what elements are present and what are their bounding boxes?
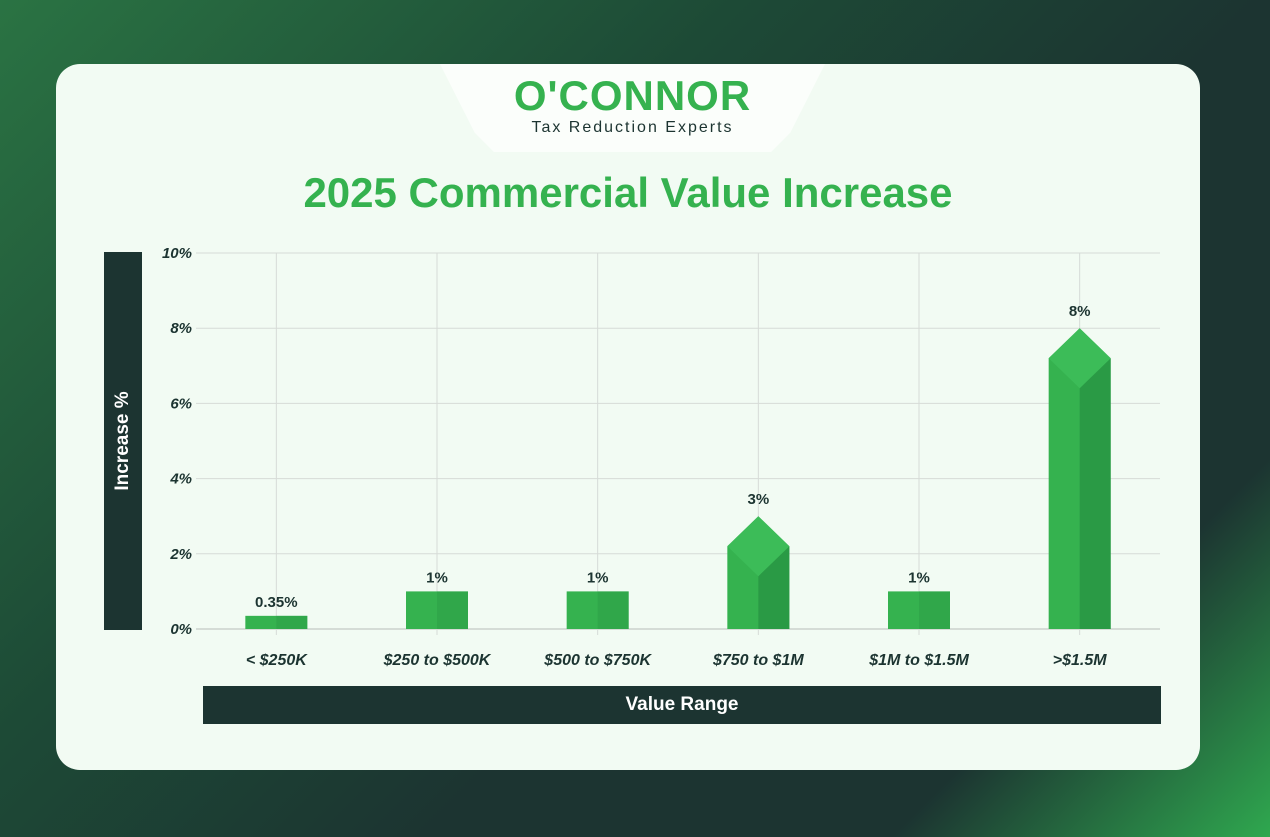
bar-top (727, 516, 790, 577)
y-tick-label: 2% (169, 546, 192, 563)
bar (566, 591, 629, 629)
bar-top (1048, 328, 1111, 389)
chart-card (56, 64, 1200, 770)
x-tick-label: $1M to $1.5M (868, 652, 969, 669)
x-tick-label: $500 to $750K (543, 652, 652, 669)
x-tick-label: $750 to $1M (712, 652, 804, 669)
brand-tagline: Tax Reduction Experts (531, 119, 734, 136)
data-label: 0.35% (255, 594, 298, 611)
x-tick-label: < $250K (246, 652, 308, 669)
y-tick-label: 0% (170, 621, 192, 638)
bar-shade (437, 591, 468, 629)
y-tick-label: 4% (169, 471, 192, 488)
data-label: 8% (1069, 303, 1091, 320)
logo-tab (440, 64, 825, 152)
y-tick-label: 8% (170, 320, 192, 337)
data-label: 1% (908, 569, 930, 586)
bar (888, 591, 950, 629)
bar-shade (919, 591, 950, 629)
x-tick-label: >$1.5M (1053, 652, 1107, 669)
bar-shade (276, 615, 308, 629)
bar (406, 591, 468, 629)
data-label: 3% (747, 491, 769, 508)
bar-shade (597, 591, 629, 629)
data-label: 1% (426, 569, 448, 586)
data-label: 1% (587, 569, 609, 586)
bar-shade (758, 546, 790, 629)
bar (245, 615, 308, 629)
x-axis-label: Value Range (625, 694, 739, 715)
chart-title: 2025 Commercial Value Increase (303, 169, 953, 216)
y-axis-label-box (104, 252, 142, 630)
brand-logo: O'CONNOR (513, 72, 752, 119)
x-tick-label: $250 to $500K (383, 652, 492, 669)
bar-shade (1079, 358, 1111, 629)
x-axis-label-box: Value Range (203, 686, 1161, 724)
y-tick-label: 10% (162, 245, 192, 262)
y-tick-label: 6% (170, 395, 192, 412)
